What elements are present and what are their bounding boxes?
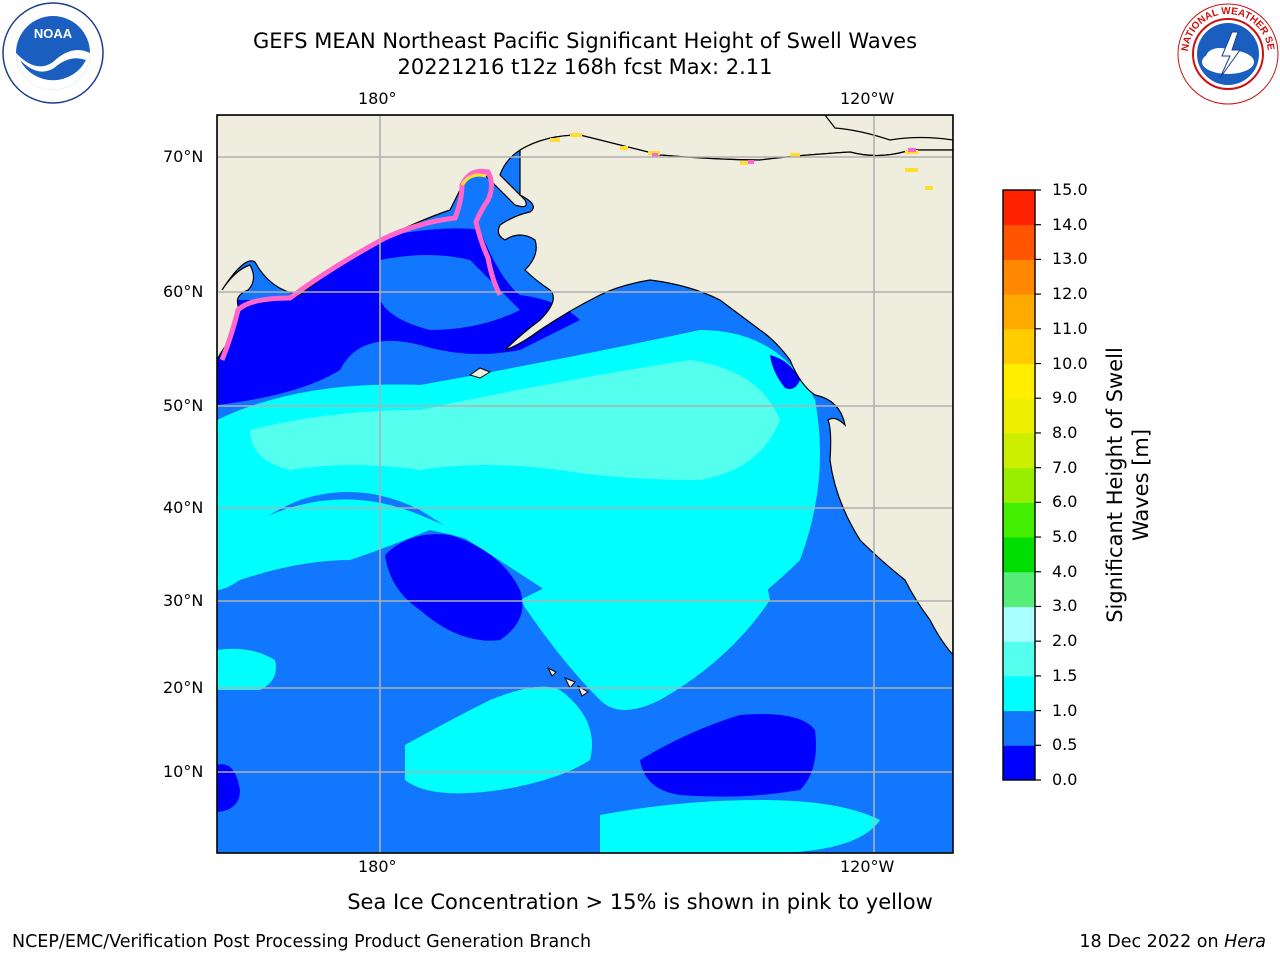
chart-title: GEFS MEAN Northeast Pacific Significant … — [252, 29, 918, 53]
colorbar — [1002, 189, 1041, 781]
swell-field-dark-sw — [217, 764, 240, 812]
colorbar-segment — [1003, 641, 1035, 677]
sea-ice-edge — [219, 168, 503, 361]
lat-label-40n: 40°N — [163, 498, 204, 517]
swell-field-cyan-central — [520, 520, 770, 710]
colorbar-segment — [1003, 675, 1035, 712]
land-north-america — [497, 115, 953, 656]
colorbar-segment — [1003, 328, 1035, 365]
colorbar-label: Significant Height of Swell Waves [m] — [1102, 347, 1154, 623]
colorbar-segment — [1003, 745, 1035, 781]
lon-label-bottom-120w: 120°W — [840, 857, 895, 876]
lat-label-10n: 10°N — [163, 762, 204, 781]
swell-field-dark-coast — [770, 355, 800, 389]
colorbar-tick-label: 2.0 — [1052, 631, 1078, 651]
swell-field-cyan-south — [405, 686, 592, 794]
colorbar-segment — [1003, 294, 1035, 330]
lon-label-top-120w: 120°W — [840, 89, 895, 108]
swell-field-cyan-southeast — [600, 800, 880, 853]
lat-label-70n: 70°N — [163, 147, 204, 166]
land-hawaii — [546, 666, 589, 697]
noaa-logo: NOAA — [2, 2, 104, 104]
colorbar-tick-label: 9.0 — [1052, 388, 1078, 408]
colorbar-tick-label: 10.0 — [1052, 353, 1088, 373]
colorbar-segment — [1003, 398, 1035, 434]
colorbar-segment — [1003, 190, 1035, 226]
colorbar-segment — [1003, 502, 1035, 538]
colorbar-segment — [1003, 571, 1035, 607]
swell-field-light-north — [250, 360, 780, 480]
colorbar-segment — [1003, 606, 1035, 642]
swell-field-cyan-sw — [217, 648, 276, 690]
footer-credit: NCEP/EMC/Verification Post Processing Pr… — [12, 932, 592, 952]
colorbar-label-line1: Significant Height of Swell — [1103, 347, 1127, 623]
nws-logo: NATIONAL WEATHER SERVICE — [1176, 2, 1279, 105]
colorbar-segment — [1003, 710, 1035, 746]
colorbar-tick-label: 8.0 — [1052, 422, 1078, 442]
colorbar-segment — [1003, 467, 1035, 503]
colorbar-tick-label: 1.0 — [1052, 700, 1078, 720]
lat-label-50n: 50°N — [163, 396, 204, 415]
graticule — [217, 115, 953, 853]
map-frame — [216, 114, 954, 854]
swell-field-dark-west — [385, 534, 523, 641]
colorbar-segment — [1003, 432, 1035, 469]
colorbar-tick-label: 1.5 — [1052, 665, 1078, 685]
sea-ice-dots-pink — [652, 148, 916, 164]
colorbar-tick-label: 5.0 — [1052, 527, 1078, 547]
lat-label-20n: 20°N — [163, 678, 204, 697]
footer-date-text: 18 Dec 2022 on — [1079, 932, 1225, 952]
colorbar-tick-label: 12.0 — [1052, 284, 1088, 304]
swell-field-dark-south — [640, 714, 816, 797]
chart-subtitle: 20221216 t12z 168h fcst Max: 2.11 — [397, 55, 773, 79]
swell-field-cyan-west — [217, 499, 530, 590]
land-arctic-island — [824, 115, 953, 141]
land-aleutians — [468, 367, 492, 379]
lat-label-60n: 60°N — [163, 282, 204, 301]
colorbar-tick-label: 6.0 — [1052, 492, 1078, 512]
lon-label-top-180: 180° — [358, 89, 397, 108]
colorbar-tick-label: 13.0 — [1052, 249, 1088, 269]
sea-ice-edge-inner — [460, 173, 487, 186]
noaa-logo-text: NOAA — [34, 26, 73, 41]
colorbar-segment — [1003, 363, 1035, 399]
colorbar-segment — [1003, 537, 1035, 573]
colorbar-tick-label: 14.0 — [1052, 214, 1088, 234]
footer-date: 18 Dec 2022 on Hera — [1079, 932, 1266, 952]
colorbar-tick-label: 0.0 — [1052, 770, 1078, 789]
colorbar-tick-label: 15.0 — [1052, 180, 1088, 199]
footer-machine: Hera — [1224, 932, 1266, 952]
lat-label-30n: 30°N — [163, 591, 204, 610]
colorbar-frame — [1002, 189, 1036, 781]
lon-label-bottom-180: 180° — [358, 857, 397, 876]
colorbar-label-line2: Waves [m] — [1129, 428, 1153, 542]
colorbar-tick-label: 4.0 — [1052, 561, 1078, 581]
colorbar-tick-label: 11.0 — [1052, 318, 1088, 338]
sea-ice-note: Sea Ice Concentration > 15% is shown in … — [347, 890, 933, 914]
colorbar-tick-label: 0.5 — [1052, 735, 1078, 755]
colorbar-tick-label: 3.0 — [1052, 596, 1078, 616]
colorbar-segment — [1003, 259, 1035, 295]
colorbar-tick-label: 7.0 — [1052, 457, 1078, 477]
colorbar-segment — [1003, 224, 1035, 260]
